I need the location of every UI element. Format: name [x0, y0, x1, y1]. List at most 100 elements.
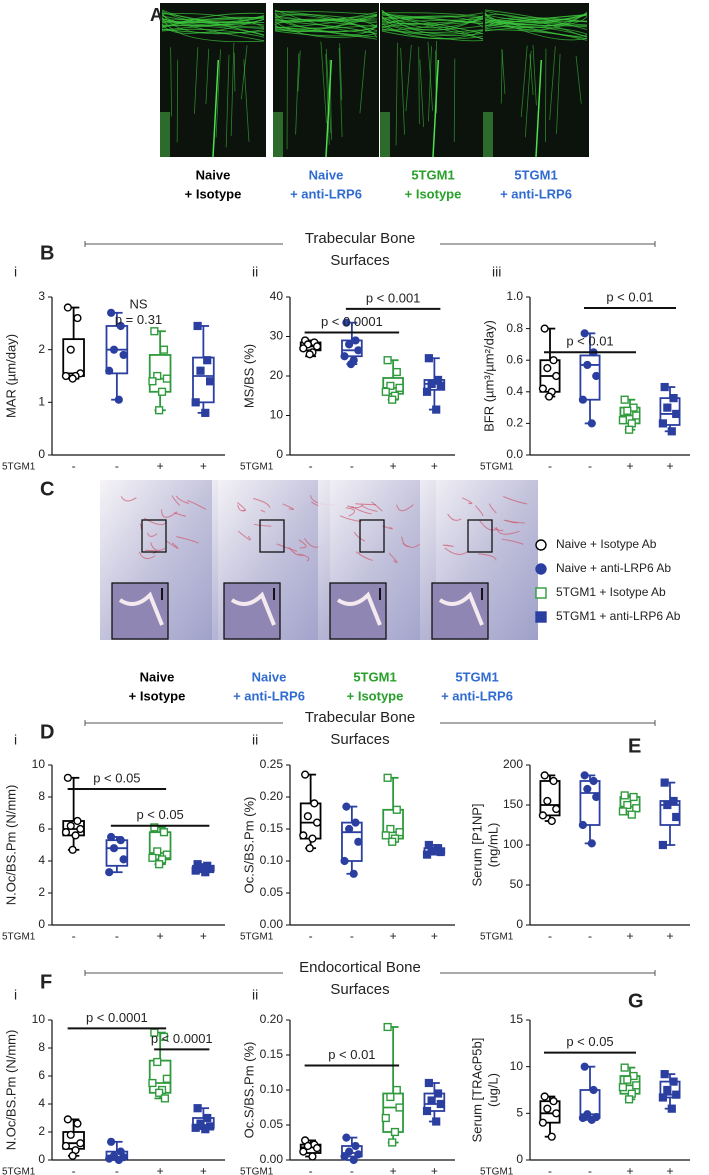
y-tick-label: 0.25	[260, 757, 284, 771]
y-tick-label: 3	[38, 289, 45, 303]
data-point	[538, 384, 547, 393]
data-point	[63, 303, 72, 312]
data-point	[312, 1143, 322, 1153]
data-point	[390, 1127, 400, 1137]
label-trace	[400, 47, 405, 135]
inset-stain	[230, 591, 276, 626]
x-tick-label: -	[588, 1164, 592, 1175]
data-point	[155, 860, 164, 869]
x-tick-label: +	[626, 459, 633, 473]
scale-block	[160, 112, 170, 157]
data-point	[538, 811, 547, 820]
group-label: + Isotype	[185, 186, 242, 201]
data-point	[669, 1077, 678, 1086]
y-axis-label: Oc.S/BS.Pm (%)	[241, 797, 256, 894]
label-trace	[161, 28, 265, 38]
data-point	[618, 1083, 627, 1092]
panel-letter: B	[40, 242, 54, 264]
data-point	[592, 371, 601, 381]
panel-letter: D	[40, 721, 54, 743]
x-tick-label: -	[350, 929, 354, 943]
data-point	[206, 377, 215, 386]
x-tick-label: +	[390, 1164, 397, 1175]
y-tick-label: 0.00	[260, 917, 284, 931]
group-label: + Isotype	[405, 186, 462, 201]
x-tick-label: +	[666, 459, 673, 473]
fluorescence-image	[483, 3, 589, 157]
data-point	[543, 1104, 552, 1113]
osteoclast-stain	[138, 551, 156, 560]
osteoclast-stain	[253, 523, 272, 527]
osteoclast-stain	[351, 505, 372, 515]
significance-label: p < 0.01	[606, 289, 653, 304]
y-tick-label: 0	[516, 917, 523, 931]
label-trace	[274, 21, 378, 38]
data-point	[386, 824, 395, 834]
significance-label: p < 0.0001	[321, 314, 383, 329]
data-point	[299, 344, 308, 353]
osteoclast-stain	[237, 530, 251, 541]
cortex-line	[432, 59, 440, 158]
data-point	[436, 847, 445, 857]
y-tick-label: 50	[510, 877, 524, 891]
y-tick-label: 10	[32, 757, 46, 771]
inset	[431, 582, 489, 640]
data-point	[592, 792, 601, 802]
y-tick-label: 4	[38, 1096, 45, 1110]
y-tick-label: 100	[503, 837, 523, 851]
y-axis-label: MAR (µm/day)	[3, 334, 18, 418]
data-point	[107, 832, 116, 842]
x-tick-label: -	[309, 1164, 313, 1175]
x-tick-label: +	[666, 1164, 673, 1175]
label-trace	[484, 24, 588, 41]
osteoclast-stain	[276, 543, 298, 552]
data-point	[345, 824, 354, 834]
data-point	[305, 844, 314, 853]
data-point	[620, 1063, 629, 1072]
data-point	[193, 1104, 202, 1113]
x-row-label: 5TGM1	[2, 932, 36, 943]
data-point	[433, 1089, 443, 1098]
cortex-line	[212, 59, 220, 158]
data-point	[660, 1070, 669, 1079]
x-tick-label: -	[72, 459, 76, 473]
data-point	[159, 1032, 169, 1041]
y-tick-label: 20	[270, 368, 284, 382]
y-tick-label: 2	[38, 885, 45, 899]
inset	[329, 582, 387, 640]
label-trace	[575, 55, 582, 104]
significance-label: p < 0.01	[566, 334, 613, 349]
label-trace	[532, 45, 537, 106]
inset-stain	[336, 591, 382, 626]
data-point	[620, 791, 629, 800]
x-tick-label: +	[431, 929, 438, 943]
group-label: 5TGM1	[353, 669, 396, 684]
data-point	[105, 1154, 114, 1163]
y-axis-label: (ng/mL)	[485, 823, 500, 868]
data-point	[632, 804, 641, 813]
data-point	[549, 356, 558, 365]
data-point	[618, 416, 627, 425]
panel-letter: A	[150, 5, 163, 25]
label-trace	[295, 53, 300, 135]
panel-sub-label: iii	[492, 264, 501, 280]
data-point	[660, 778, 669, 787]
data-point	[589, 1085, 598, 1095]
data-point	[354, 837, 363, 846]
osteoclast-stain	[505, 519, 518, 524]
y-tick-label: 0.15	[260, 1047, 284, 1061]
osteoclast-stain	[396, 504, 414, 512]
data-point	[159, 345, 169, 354]
x-tick-label: -	[115, 929, 119, 943]
x-tick-label: +	[431, 459, 438, 473]
group-label: + anti-LRP6	[290, 186, 362, 201]
label-trace	[297, 50, 301, 92]
data-point	[312, 818, 322, 827]
data-point	[119, 855, 128, 864]
data-point	[383, 773, 392, 782]
data-point	[422, 1106, 432, 1116]
label-trace	[484, 26, 588, 35]
osteoclast-stain	[237, 502, 246, 512]
data-point	[340, 1152, 349, 1161]
osteoclast-stain	[298, 553, 310, 562]
